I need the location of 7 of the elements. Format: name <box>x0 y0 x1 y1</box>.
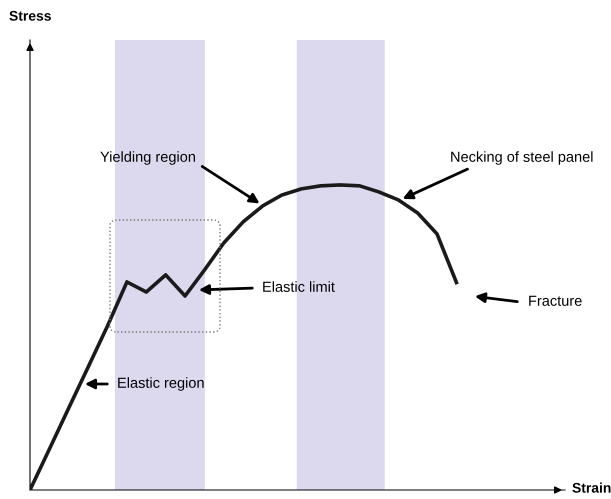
annotation: Elastic limit <box>263 281 335 292</box>
text: Yielding region <box>100 151 195 165</box>
text: Fracture <box>529 296 582 306</box>
text: Strain <box>572 482 610 493</box>
annotation: Elastic region <box>118 377 204 391</box>
text: Stress <box>9 10 51 21</box>
text: Necking of steel panel <box>451 151 593 165</box>
